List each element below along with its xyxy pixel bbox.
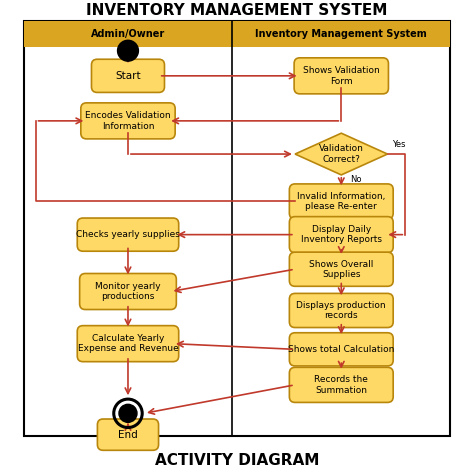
Text: Shows Overall
Supplies: Shows Overall Supplies — [309, 260, 374, 279]
Text: Admin/Owner: Admin/Owner — [91, 29, 165, 39]
Circle shape — [118, 40, 138, 61]
FancyBboxPatch shape — [289, 293, 393, 328]
FancyBboxPatch shape — [289, 367, 393, 402]
FancyBboxPatch shape — [77, 326, 179, 362]
FancyBboxPatch shape — [289, 184, 393, 219]
Text: Display Daily
Inventory Reports: Display Daily Inventory Reports — [301, 225, 382, 244]
Text: Shows Validation
Form: Shows Validation Form — [303, 66, 380, 85]
FancyBboxPatch shape — [289, 333, 393, 366]
Text: Inventory Management System: Inventory Management System — [255, 29, 427, 39]
Text: INVENTORY MANAGEMENT SYSTEM: INVENTORY MANAGEMENT SYSTEM — [86, 3, 388, 18]
FancyBboxPatch shape — [289, 217, 393, 253]
Text: Encodes Validation
Information: Encodes Validation Information — [85, 111, 171, 130]
FancyBboxPatch shape — [81, 103, 175, 139]
FancyBboxPatch shape — [24, 21, 450, 436]
FancyBboxPatch shape — [289, 252, 393, 286]
Text: Displays production
records: Displays production records — [296, 301, 386, 320]
FancyBboxPatch shape — [98, 419, 158, 450]
FancyBboxPatch shape — [80, 273, 176, 310]
Text: Monitor yearly
productions: Monitor yearly productions — [95, 282, 161, 301]
Text: Records the
Summation: Records the Summation — [314, 375, 368, 394]
Text: No: No — [350, 174, 361, 183]
FancyBboxPatch shape — [91, 59, 164, 92]
Text: Validation
Correct?: Validation Correct? — [319, 145, 364, 164]
Text: Invalid Information,
please Re-enter: Invalid Information, please Re-enter — [297, 192, 385, 211]
Text: End: End — [118, 429, 138, 440]
Text: Start: Start — [115, 71, 141, 81]
Text: Yes: Yes — [392, 140, 406, 149]
Text: ACTIVITY DIAGRAM: ACTIVITY DIAGRAM — [155, 453, 319, 468]
Circle shape — [119, 404, 137, 422]
Text: Checks yearly supplies: Checks yearly supplies — [76, 230, 180, 239]
Polygon shape — [295, 133, 387, 175]
FancyBboxPatch shape — [77, 218, 179, 251]
Text: Shows total Calculation: Shows total Calculation — [288, 345, 394, 354]
FancyBboxPatch shape — [24, 21, 450, 47]
Text: Calculate Yearly
Expense and Revenue: Calculate Yearly Expense and Revenue — [78, 334, 178, 353]
FancyBboxPatch shape — [294, 58, 388, 94]
